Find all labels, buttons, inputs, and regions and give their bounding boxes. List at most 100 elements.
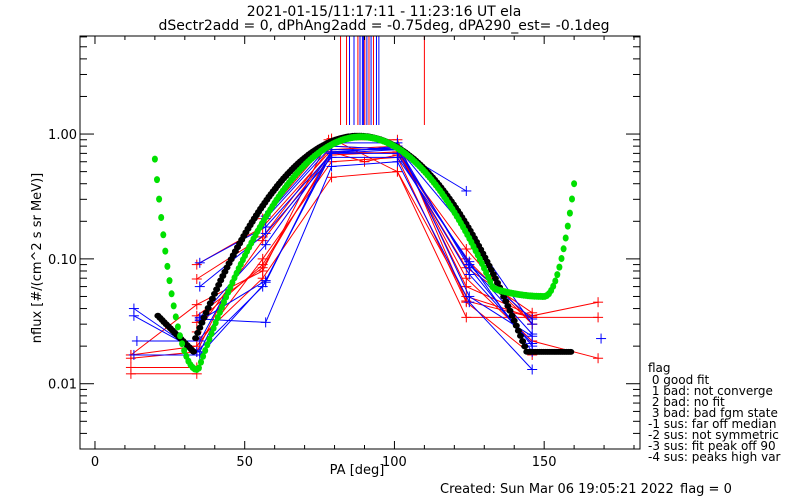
chart-title-line1: 2021-01-15/11:17:11 - 11:23:16 UT ela bbox=[247, 4, 522, 20]
fit-black-dot bbox=[192, 335, 200, 342]
fit-green-dot bbox=[554, 271, 561, 279]
data-point-marker bbox=[257, 262, 268, 273]
fit-black-dot bbox=[494, 279, 501, 286]
data-point-marker bbox=[260, 228, 271, 239]
data-point-marker bbox=[593, 353, 604, 364]
fit-green-dot bbox=[550, 282, 557, 290]
fit-green-dot bbox=[200, 352, 207, 360]
fit-black-dot bbox=[194, 329, 202, 336]
legend-entry: 3 bad: bad fgm state bbox=[648, 406, 778, 420]
fit-green-dot bbox=[560, 245, 567, 253]
data-point-marker bbox=[260, 275, 271, 286]
fit-black-dot bbox=[502, 298, 510, 305]
x-tick-label: 50 bbox=[236, 455, 253, 470]
fit-black-dot bbox=[200, 314, 208, 321]
legend-entry: 2 bad: no fit bbox=[648, 395, 725, 409]
data-point-marker bbox=[593, 297, 604, 308]
data-point-marker bbox=[191, 299, 202, 310]
fit-green-dot bbox=[558, 255, 565, 262]
fit-green-dot bbox=[571, 180, 578, 188]
trace-r7 bbox=[196, 151, 533, 333]
fit-green-dot bbox=[202, 347, 209, 354]
fit-green-dot bbox=[562, 234, 569, 242]
data-point-marker bbox=[392, 166, 403, 177]
fit-green-dot bbox=[204, 341, 211, 349]
data-point-marker bbox=[392, 156, 403, 167]
data-point-marker bbox=[125, 368, 136, 379]
data-point-marker bbox=[131, 335, 142, 346]
data-point-marker bbox=[461, 243, 472, 254]
fit-green-dot bbox=[168, 290, 175, 298]
legend-entry: 0 good fit bbox=[648, 373, 710, 387]
fit-black-dot bbox=[215, 281, 223, 288]
fit-black-dot bbox=[198, 319, 206, 326]
fit-green bbox=[151, 133, 578, 373]
y-tick-label: 0.10 bbox=[48, 253, 77, 268]
fit-black-dot bbox=[508, 312, 516, 319]
fit-black-dot bbox=[202, 309, 210, 316]
y-tick-label: 0.01 bbox=[48, 378, 77, 393]
legend: flag 0 good fit 1 bad: not converge 2 ba… bbox=[648, 361, 781, 464]
data-point-marker bbox=[464, 262, 475, 273]
fit-green-dot bbox=[198, 358, 204, 366]
legend-entry: -4 sus: peaks high var bbox=[648, 450, 781, 464]
fit-green-dot bbox=[210, 324, 217, 332]
fit-black-dot bbox=[211, 290, 218, 297]
trace-r6 bbox=[196, 145, 599, 359]
fit-green-dot bbox=[170, 302, 177, 310]
fit-black-dot bbox=[196, 324, 204, 331]
fit-green-dot bbox=[181, 347, 188, 355]
data-point-marker bbox=[194, 257, 205, 268]
data-point-marker bbox=[191, 259, 202, 270]
fit-black-dot bbox=[521, 343, 529, 350]
plot-frame bbox=[79, 35, 641, 450]
data-point-marker bbox=[194, 281, 205, 292]
fit-black-dot bbox=[204, 305, 212, 311]
fit-green-dot bbox=[164, 262, 171, 270]
flag-value: flag = 0 bbox=[680, 482, 732, 497]
data-point-marker bbox=[191, 274, 202, 285]
y-axis-label: nflux [#/(cm^2 s sr MeV)] bbox=[30, 173, 45, 343]
fit-green-dot bbox=[156, 195, 163, 203]
data-point-marker bbox=[128, 310, 139, 321]
y-tick-label: 1.00 bbox=[48, 128, 77, 143]
data-point-marker bbox=[461, 185, 472, 196]
axes: 0 50 100 150 1.00 0.10 0.01 bbox=[48, 36, 640, 470]
trace-r4 bbox=[130, 137, 599, 359]
fit-green-dot bbox=[160, 231, 167, 239]
fit-green-dot bbox=[552, 277, 559, 285]
chart-title-line2: dSectr2add = 0, dPhAng2add = -0.75deg, d… bbox=[159, 18, 610, 34]
trace-r10 bbox=[196, 151, 533, 325]
fit-green-dot bbox=[566, 209, 573, 217]
data-point-marker bbox=[527, 329, 538, 340]
fit-green-dot bbox=[174, 323, 181, 331]
fit-green-dot bbox=[158, 214, 165, 221]
legend-entry: -2 sus: not symmetric bbox=[648, 428, 779, 442]
fit-green-dot bbox=[564, 222, 571, 230]
fit-green-dot bbox=[212, 319, 219, 327]
fit-black-dot bbox=[206, 300, 214, 307]
plot-area bbox=[125, 36, 607, 379]
fit-green-dot bbox=[195, 364, 202, 372]
fit-green-dot bbox=[214, 314, 221, 321]
fit-black-dot bbox=[510, 317, 518, 324]
data-point-marker bbox=[128, 349, 139, 360]
fit-green-dot bbox=[166, 277, 173, 285]
fit-black-dot bbox=[519, 338, 527, 345]
fit-black-dot bbox=[514, 327, 522, 334]
fit-black-dot bbox=[512, 322, 520, 329]
fit-green-dot bbox=[162, 247, 169, 255]
data-point-marker bbox=[596, 333, 607, 344]
x-tick-label: 100 bbox=[382, 455, 407, 470]
fit-black-dot bbox=[567, 348, 575, 355]
data-point-marker bbox=[359, 156, 370, 167]
legend-entry: -3 sus: fit peak off 90 bbox=[648, 439, 776, 453]
x-axis-label: PA [deg] bbox=[330, 463, 385, 478]
fit-black-dot bbox=[208, 295, 216, 302]
fit-black-dot bbox=[517, 332, 524, 339]
created-timestamp: Created: Sun Mar 06 19:05:21 2022 bbox=[440, 482, 674, 497]
x-tick-label: 150 bbox=[532, 455, 557, 470]
fit-green-dot bbox=[172, 313, 179, 321]
data-point-marker bbox=[260, 317, 271, 328]
